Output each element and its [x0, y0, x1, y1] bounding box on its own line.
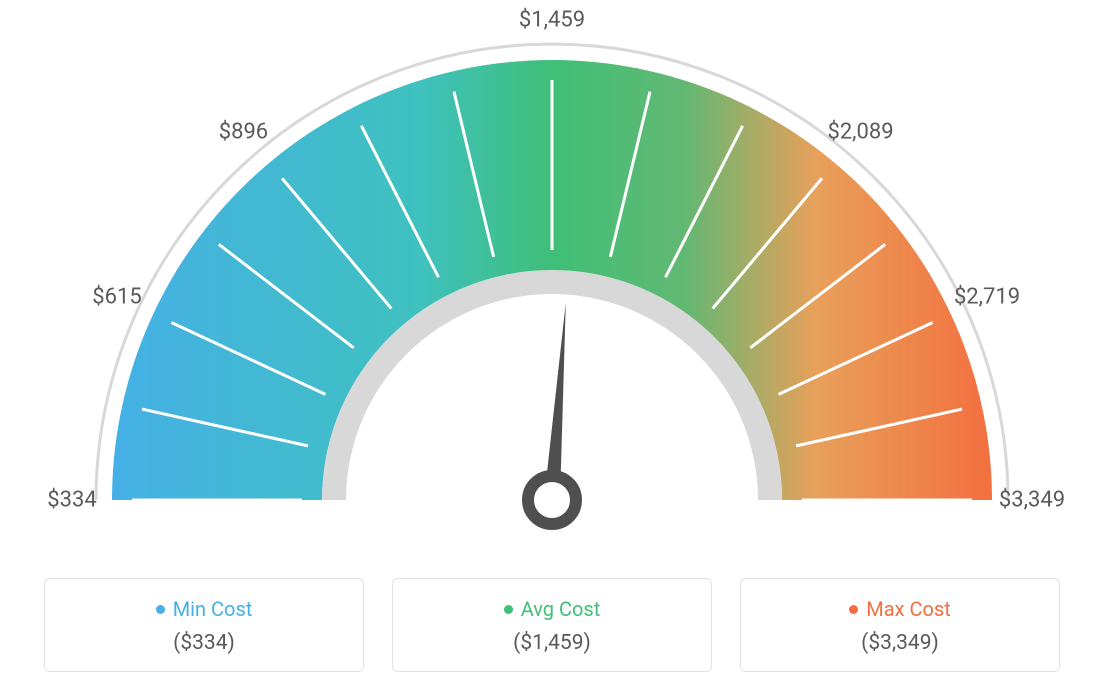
scale-label: $2,719 — [954, 285, 1020, 310]
legend-value-min: ($334) — [55, 631, 353, 655]
legend-label-max: Max Cost — [866, 597, 951, 621]
dot-avg — [504, 605, 513, 614]
scale-label: $896 — [219, 120, 268, 145]
legend-card-avg: Avg Cost ($1,459) — [392, 578, 712, 672]
scale-label: $3,349 — [999, 488, 1065, 513]
legend-label-avg: Avg Cost — [521, 597, 601, 621]
dot-max — [849, 605, 858, 614]
legend-value-avg: ($1,459) — [403, 631, 701, 655]
legend-card-min: Min Cost ($334) — [44, 578, 364, 672]
legend-card-max: Max Cost ($3,349) — [740, 578, 1060, 672]
scale-label: $334 — [47, 488, 96, 513]
cost-gauge: $334 $615 $896 $1,459 $2,089 $2,719 $3,349 — [0, 0, 1104, 560]
scale-label: $2,089 — [827, 120, 893, 145]
gauge-svg — [0, 0, 1104, 560]
legend-value-max: ($3,349) — [751, 631, 1049, 655]
legend-row: Min Cost ($334) Avg Cost ($1,459) Max Co… — [0, 578, 1104, 672]
scale-label: $1,459 — [519, 8, 585, 33]
dot-min — [156, 605, 165, 614]
legend-label-min: Min Cost — [173, 597, 253, 621]
scale-label: $615 — [92, 285, 141, 310]
